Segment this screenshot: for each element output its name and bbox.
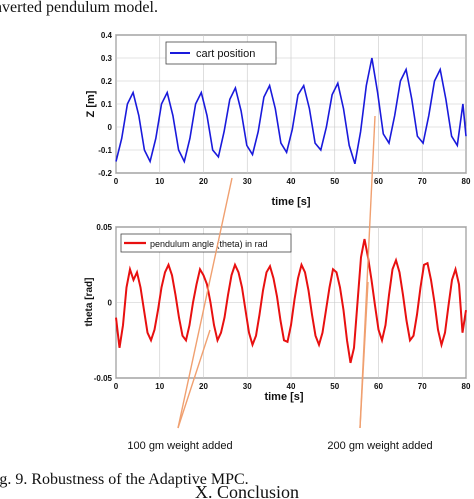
header-text: nverted pendulum model. — [0, 0, 158, 16]
bottom-x-axis-label: time [s] — [264, 391, 303, 403]
section-heading: X. Conclusion — [195, 482, 299, 499]
top-y-ticks: 0.4 0.3 0.2 0.1 0 -0.1 -0.2 — [98, 31, 112, 178]
top-y-tick-label: 0.1 — [101, 100, 113, 109]
top-x-tick-label: 60 — [374, 177, 383, 186]
bottom-legend-label: pendulum angle (theta) in rad — [150, 239, 268, 249]
bottom-gridlines — [115, 226, 467, 379]
top-y-tick-label: 0.2 — [101, 77, 113, 86]
top-x-ticks: 0 10 20 30 40 50 60 70 80 — [114, 177, 471, 186]
top-y-tick-label: -0.1 — [98, 146, 112, 155]
annotation-200gm: 200 gm weight added — [327, 440, 432, 452]
bottom-y-tick-label: 0 — [108, 299, 113, 308]
bottom-x-tick-label: 70 — [418, 382, 427, 391]
bottom-x-tick-label: 60 — [374, 382, 383, 391]
top-x-tick-label: 40 — [287, 177, 296, 186]
cart-position-line — [115, 57, 467, 165]
top-x-tick-label: 10 — [155, 177, 164, 186]
bottom-x-tick-label: 40 — [287, 382, 296, 391]
top-x-tick-label: 80 — [462, 177, 471, 186]
top-legend: cart position — [165, 41, 277, 65]
figure-caption: Fig. 9. Robustness of the Adaptive MPC. — [0, 471, 249, 488]
cart-position-chart: 0.40.30.20.10-0.1-0.2 0 10 20 30 40 50 60 70 80 … — [85, 31, 471, 208]
pendulum-angle-line — [115, 238, 467, 364]
top-x-tick-label: 50 — [330, 177, 339, 186]
bottom-y-ticks: 0.05 0 -0.05 — [94, 223, 113, 383]
bottom-legend-box — [120, 233, 292, 253]
top-y-tick-label: 0.3 — [101, 54, 113, 63]
arrow-100gm-bottom — [177, 329, 211, 429]
bottom-y-tick-label: -0.05 — [94, 374, 113, 383]
arrow-200gm-bottom — [359, 281, 369, 429]
top-x-tick-label: 20 — [199, 177, 208, 186]
top-y-tick-label: 0.4 — [101, 31, 113, 40]
bottom-x-tick-label: 50 — [330, 382, 339, 391]
top-x-tick-label: 30 — [243, 177, 252, 186]
bottom-legend: pendulum angle (theta) in rad — [120, 233, 292, 253]
bottom-y-tick-label: 0.05 — [96, 223, 112, 232]
bottom-x-tick-label: 0 — [114, 382, 119, 391]
annotation-arrows — [177, 115, 376, 429]
annotation-100gm: 100 gm weight added — [127, 440, 232, 452]
bottom-x-tick-label: 80 — [462, 382, 471, 391]
top-legend-label: cart position — [196, 48, 255, 60]
top-x-tick-label: 0 — [114, 177, 119, 186]
top-y-tick-label: -0.2 — [98, 169, 112, 178]
top-y-tick-label: 0 — [108, 123, 113, 132]
bottom-x-ticks: 0 10 20 30 40 50 60 70 80 — [114, 382, 471, 391]
arrow-100gm-top — [177, 177, 233, 429]
top-y-axis-label: Z [m] — [85, 90, 97, 117]
top-x-axis-label: time [s] — [271, 196, 310, 208]
bottom-x-tick-label: 20 — [199, 382, 208, 391]
top-legend-box — [165, 41, 277, 65]
top-x-tick-label: 70 — [418, 177, 427, 186]
pendulum-angle-chart: 0.050-0.05 0 10 20 30 40 50 60 70 80 pendulum an… — [84, 223, 471, 403]
bottom-x-tick-label: 30 — [243, 382, 252, 391]
bottom-x-tick-label: 10 — [155, 382, 164, 391]
bottom-y-axis-label: theta [rad] — [84, 278, 95, 327]
